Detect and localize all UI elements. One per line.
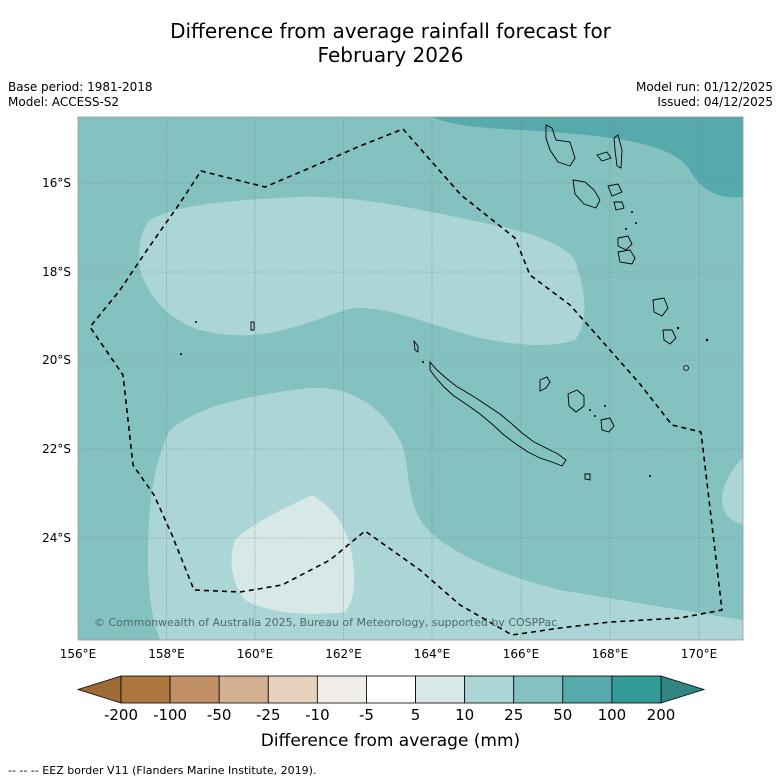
eez-footnote: -- -- -- EEZ border V11 (Flanders Marine… (8, 764, 317, 777)
new-caledonia-island (429, 360, 567, 467)
colorbar-swatch (415, 675, 466, 704)
mare-island (600, 417, 615, 433)
title-line-2: February 2026 (317, 43, 464, 67)
lon-label: 166°E (503, 647, 540, 661)
ambrym-island (607, 183, 623, 197)
rennell-island (250, 321, 255, 331)
lon-label: 158°E (148, 647, 185, 661)
tanna-island (652, 297, 669, 317)
colorbar-tick-label: -100 (153, 706, 187, 724)
colorbar-swatch (267, 675, 318, 704)
isle-of-pines (584, 473, 591, 481)
colorbar-swatch (611, 675, 662, 704)
colorbar-swatch (366, 675, 416, 704)
colorbar-swatch (464, 675, 515, 704)
lat-label: 16°S (42, 176, 71, 190)
model-run-label: Model run: 01/12/2025 (635, 80, 773, 94)
colorbar-label: Difference from average (mm) (260, 731, 521, 751)
chart-title: Difference from average rainfall forecas… (0, 19, 781, 67)
lat-label: 22°S (42, 442, 71, 456)
colorbar-tick-label: -200 (104, 706, 138, 724)
wetter-region-northeast (432, 117, 743, 198)
lat-label: 18°S (42, 265, 71, 279)
colorbar-swatch (562, 675, 613, 704)
lon-label: 164°E (414, 647, 451, 661)
map-frame (77, 116, 744, 641)
colorbar-tick-label: 25 (504, 706, 523, 724)
copyright-notice: © Commonwealth of Australia 2025, Bureau… (94, 616, 557, 629)
longitude-labels: 156°E 158°E 160°E 162°E 164°E 166°E 168°… (60, 647, 718, 661)
latitude-labels: 16°S 18°S 20°S 22°S 24°S (42, 176, 71, 545)
erromango-island (617, 249, 636, 265)
lon-label: 168°E (592, 647, 629, 661)
colorbar-tick-label: -50 (207, 706, 232, 724)
belep-islands (413, 339, 419, 353)
eez-border (89, 128, 723, 636)
colorbar-tick-label: 100 (598, 706, 627, 724)
colorbar-swatch (513, 675, 564, 704)
lat-label: 24°S (42, 531, 71, 545)
model-info-left: Base period: 1981-2018 Model: ACCESS-S2 (8, 80, 153, 110)
colorbar-swatch (218, 675, 269, 704)
espiritu-santo-island (545, 124, 576, 167)
lon-label: 160°E (237, 647, 274, 661)
map-field: © Commonwealth of Australia 2025, Bureau… (78, 117, 743, 640)
colorbar-tick-label: -10 (305, 706, 330, 724)
model-info-right: Model run: 01/12/2025 Issued: 04/12/2025 (636, 80, 773, 110)
colorbar-tick-label: -5 (359, 706, 374, 724)
near-average-region-north (139, 196, 585, 345)
map-graticule (78, 117, 743, 640)
colorbar-tick-label: 50 (553, 706, 572, 724)
lon-label: 170°E (681, 647, 718, 661)
near-average-region-east (722, 458, 743, 524)
pentecost-island (613, 134, 623, 169)
colorbar-tick-label: 5 (411, 706, 421, 724)
issued-label: Issued: 04/12/2025 (657, 95, 773, 109)
colorbar-tick-label: 200 (647, 706, 676, 724)
title-line-1: Difference from average rainfall forecas… (170, 19, 611, 43)
aneityum-island (662, 329, 677, 345)
colorbar-tick-label: 10 (455, 706, 474, 724)
colorbar: -200 -100 -50 -25 -10 -5 5 10 25 50 100 200 (76, 675, 706, 724)
small-islets (180, 211, 709, 477)
epi-island (613, 201, 625, 211)
lon-label: 162°E (325, 647, 362, 661)
coastlines (250, 124, 677, 481)
colorbar-tick-label: -25 (256, 706, 281, 724)
colorbar-swatch (120, 675, 171, 704)
colorbar-over-arrow (660, 675, 706, 704)
slightly-wetter-region (231, 495, 355, 614)
lifou-island (567, 389, 585, 413)
lat-label: 20°S (42, 353, 71, 367)
base-period-label: Base period: 1981-2018 (8, 80, 153, 94)
colorbar-under-arrow (76, 675, 122, 704)
model-label: Model: ACCESS-S2 (8, 95, 120, 109)
ouvea-island (539, 376, 551, 392)
efate-island (617, 235, 633, 251)
lon-label: 156°E (60, 647, 97, 661)
ambae-island (596, 151, 612, 162)
colorbar-swatch (169, 675, 220, 704)
colorbar-swatch (316, 675, 367, 704)
malekula-island (572, 179, 601, 209)
